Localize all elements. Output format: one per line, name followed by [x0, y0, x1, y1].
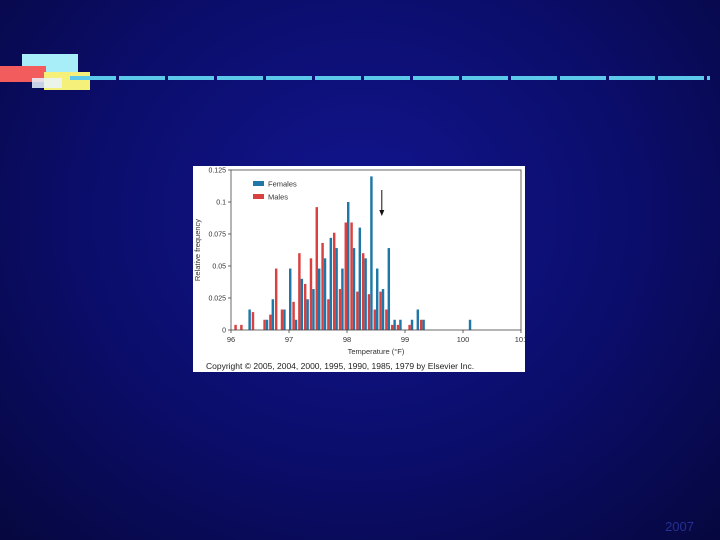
histogram-chart: 0 0.025 0.05 0.075 0.1 0.125 96 97 98 99 100 101 Tem…	[193, 166, 525, 372]
bar-females-2	[248, 309, 251, 330]
legend-label-males: Males	[268, 193, 288, 202]
bar-females-9	[289, 268, 292, 330]
copyright-text: Copyright © 2005, 2004, 2000, 1995, 1990…	[206, 361, 474, 371]
bar-males-14	[315, 207, 318, 330]
bar-females-26	[387, 248, 391, 330]
footer-year: 2007	[665, 519, 694, 534]
y-tick-label-4: 0.1	[216, 200, 226, 207]
bar-females-24	[376, 268, 379, 330]
y-axis-label: Relative frequency	[193, 219, 202, 281]
plot-frame	[230, 169, 522, 331]
bar-males-12	[303, 283, 307, 330]
bar-females-30	[410, 319, 414, 330]
bar-females-20	[352, 248, 356, 330]
bar-males-28	[396, 324, 400, 330]
y-tick-label-3: 0.075	[208, 232, 226, 239]
bar-males-24	[373, 309, 376, 330]
bar-males-26	[385, 309, 388, 330]
legend-swatch-males	[253, 194, 264, 199]
bar-males-3	[251, 312, 255, 330]
bar-females-6	[271, 299, 275, 330]
header-rule	[70, 76, 710, 80]
y-tick-label-0: 0	[222, 328, 226, 335]
bar-females-27	[393, 319, 396, 330]
bar-males-18	[338, 289, 342, 330]
bar-males-23	[367, 294, 371, 330]
x-tick-label-5: 101	[515, 335, 525, 344]
bar-males-20	[350, 222, 353, 330]
bar-males-17	[332, 232, 336, 330]
bar-females-22	[364, 258, 367, 330]
bar-females-32	[422, 319, 425, 330]
bar-females-10	[294, 319, 298, 330]
bar-females-18	[341, 268, 344, 330]
bar-females-40	[468, 319, 472, 330]
legend-label-females: Females	[268, 180, 297, 189]
bar-males-0	[234, 324, 237, 330]
bar-males-19	[344, 222, 347, 330]
bar-males-5	[263, 319, 266, 330]
bar-males-7	[274, 268, 278, 330]
x-tick-label-4: 100	[457, 335, 470, 344]
bar-females-5	[265, 319, 269, 330]
bar-females-21	[358, 227, 362, 330]
bar-males-11	[298, 253, 301, 330]
bar-females-14	[318, 268, 321, 330]
bar-females-19	[347, 202, 350, 330]
arrow-head	[379, 210, 385, 216]
bar-males-25	[379, 291, 382, 330]
bar-females-23	[370, 176, 373, 330]
x-axis-label: Temperature (°F)	[348, 347, 405, 356]
bar-males-32	[419, 319, 423, 330]
bar-males-13	[309, 258, 313, 330]
bar-females-15	[323, 258, 327, 330]
bar-females-25	[381, 289, 385, 330]
bar-males-1	[240, 324, 243, 330]
bar-females-31	[416, 309, 420, 330]
bar-females-28	[399, 319, 402, 330]
bar-males-16	[327, 299, 330, 330]
bar-males-15	[321, 242, 324, 330]
bar-males-27	[390, 324, 394, 330]
histogram-figure: 0 0.025 0.05 0.075 0.1 0.125 96 97 98 99 100 101 Tem…	[193, 166, 525, 372]
bar-males-22	[361, 253, 365, 330]
bar-females-17	[335, 248, 338, 330]
x-tick-label-0: 96	[227, 335, 235, 344]
legend-swatch-females	[253, 181, 264, 186]
decorative-block-white	[32, 78, 62, 88]
x-tick-label-2: 98	[343, 335, 351, 344]
y-tick-label-2: 0.05	[212, 264, 226, 271]
bar-males-8	[280, 309, 284, 330]
bar-males-30	[408, 324, 411, 330]
bar-females-8	[283, 309, 286, 330]
bar-females-13	[312, 289, 315, 330]
bar-females-12	[306, 299, 309, 330]
bar-males-6	[269, 314, 272, 330]
x-tick-label-3: 99	[401, 335, 409, 344]
bar-males-21	[356, 291, 359, 330]
header-rule-svg	[70, 76, 710, 80]
bar-females-11	[300, 278, 304, 330]
y-tick-label-1: 0.025	[208, 296, 226, 303]
bar-males-10	[292, 301, 295, 330]
x-tick-label-1: 97	[285, 335, 293, 344]
y-tick-label-5: 0.125	[208, 168, 226, 175]
bar-females-16	[329, 237, 333, 330]
